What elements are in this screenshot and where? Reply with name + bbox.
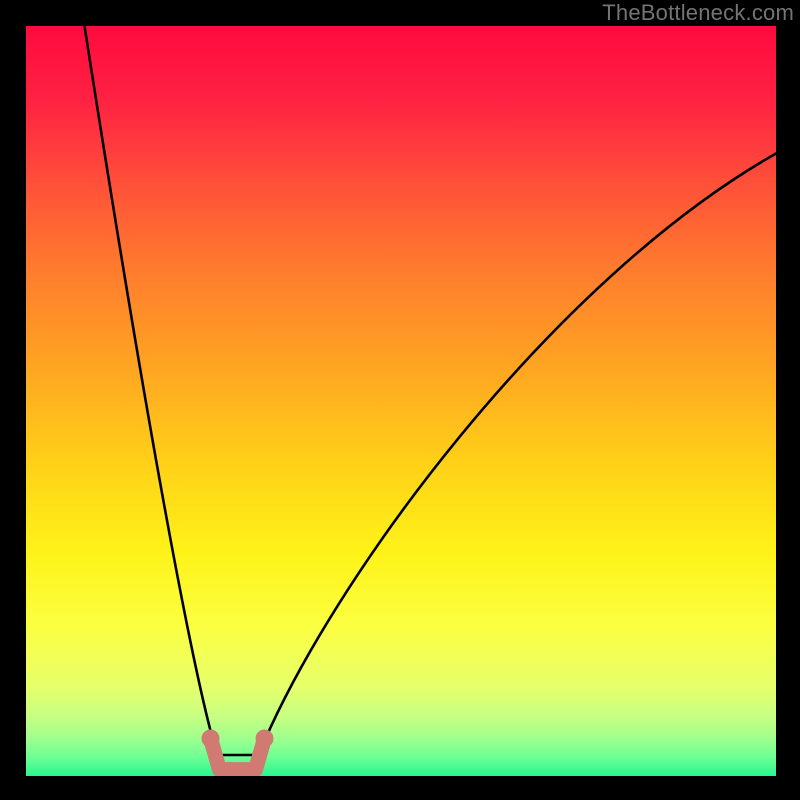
highlight-dot-left <box>202 730 220 748</box>
highlight-dot-right <box>256 730 274 748</box>
plot-wrapper <box>26 26 776 776</box>
plot-svg <box>26 26 776 776</box>
watermark-label: TheBottleneck.com <box>602 0 794 26</box>
plot-gradient-bg <box>26 26 776 776</box>
chart-stage: TheBottleneck.com <box>0 0 800 800</box>
